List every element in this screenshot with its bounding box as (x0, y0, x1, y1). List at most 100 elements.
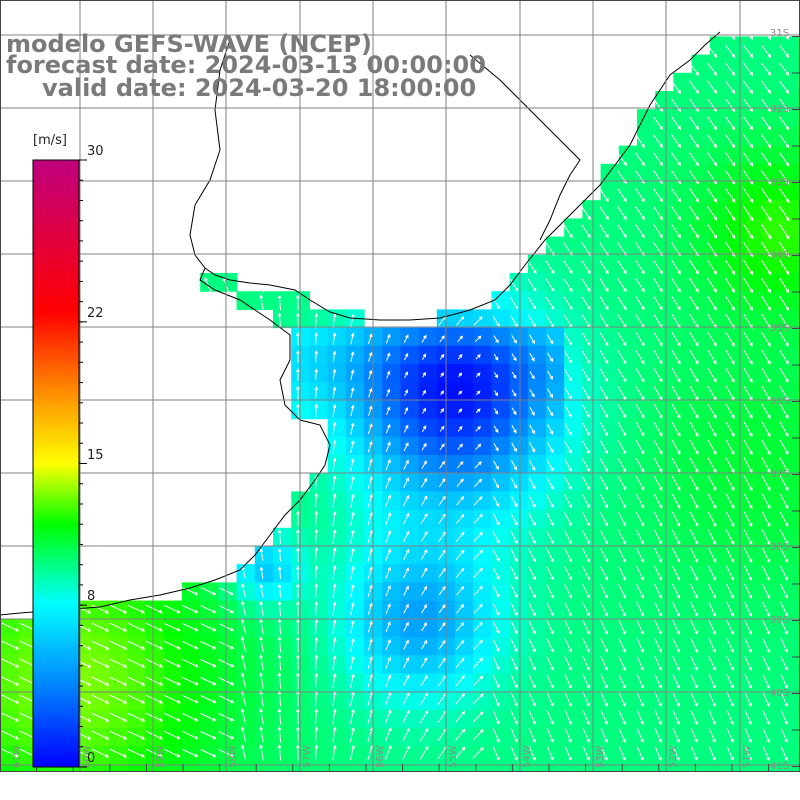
colorbar-tick-label: 30 (87, 144, 104, 159)
wind-cell (691, 236, 711, 256)
wind-arrow (385, 566, 391, 579)
wind-cell (455, 400, 474, 420)
wind-arrow (780, 583, 789, 599)
wind-arrow (458, 390, 463, 396)
wind-cell (291, 546, 310, 565)
wind-arrow (636, 529, 645, 545)
wind-arrow (277, 654, 282, 671)
wind-cell (746, 291, 765, 310)
wind-cell (418, 382, 438, 401)
wind-cell (309, 473, 329, 492)
wind-arrow (780, 673, 788, 689)
wind-arrow (744, 619, 752, 635)
wind-cell (400, 673, 420, 693)
wind-cell (509, 273, 529, 292)
wind-cell (582, 582, 602, 602)
wind-cell (655, 109, 674, 128)
wind-arrow (635, 278, 645, 293)
wind-cell (127, 691, 147, 711)
wind-arrow (277, 312, 282, 329)
longitude-label: 55W (448, 745, 459, 768)
wind-arrow (707, 80, 718, 94)
wind-arrow (528, 656, 536, 671)
wind-arrow (743, 98, 754, 113)
wind-cell (546, 236, 565, 256)
wind-arrow (402, 494, 410, 507)
wind-cell (546, 600, 565, 620)
wind-arrow (690, 745, 698, 761)
wind-arrow (492, 745, 500, 761)
wind-arrow (725, 529, 735, 546)
wind-arrow (368, 369, 373, 380)
wind-cell (527, 509, 547, 529)
wind-arrow (743, 331, 753, 347)
wind-arrow (707, 62, 718, 76)
wind-arrow (635, 206, 645, 221)
wind-cell (273, 309, 292, 329)
wind-arrow (350, 529, 355, 544)
wind-cell (254, 564, 274, 583)
wind-cell (600, 418, 620, 438)
wind-cell (527, 418, 547, 438)
wind-arrow (563, 296, 573, 311)
wind-cell (582, 709, 602, 729)
wind-cell (473, 709, 492, 729)
wind-arrow (761, 80, 772, 94)
wind-arrow (350, 440, 355, 454)
wind-arrow (332, 404, 337, 417)
wind-cell (637, 200, 656, 219)
wind-arrow (421, 621, 427, 632)
wind-arrow (438, 531, 447, 543)
wind-cell (309, 746, 329, 765)
wind-arrow (475, 443, 482, 451)
wind-cell (309, 364, 329, 383)
wind-cell (655, 127, 674, 147)
wind-arrow (438, 549, 446, 560)
wind-cell (709, 436, 729, 456)
wind-cell (673, 400, 693, 420)
wind-arrow (367, 529, 373, 544)
wind-cell (291, 491, 310, 511)
wind-arrow (314, 528, 319, 545)
wind-arrow (654, 619, 662, 635)
wind-arrow (654, 745, 662, 761)
wind-arrow (636, 673, 644, 689)
wind-cell (709, 254, 729, 274)
wind-arrow (420, 674, 428, 687)
wind-arrow (457, 443, 463, 451)
wind-arrow (743, 116, 754, 131)
wind-arrow (472, 729, 484, 741)
wind-cell (564, 564, 583, 583)
wind-cell (455, 418, 474, 438)
wind-cell (145, 655, 165, 674)
wind-cell (254, 582, 274, 602)
wind-arrow (707, 44, 718, 58)
wind-cell (655, 364, 674, 383)
wind-arrow (653, 152, 663, 167)
wind-arrow (725, 421, 735, 437)
wind-arrow (744, 655, 752, 671)
river-uruguay (189, 39, 231, 269)
wind-arrow (689, 116, 699, 131)
wind-cell (491, 746, 511, 765)
wind-arrow (510, 692, 518, 707)
wind-cell (582, 436, 602, 456)
wind-arrow (385, 423, 391, 434)
wind-arrow (564, 709, 572, 725)
wind-cell (782, 345, 800, 365)
wind-arrow (241, 583, 247, 598)
wind-arrow (419, 710, 429, 724)
wind-cell (637, 309, 656, 329)
wind-arrow (654, 691, 662, 707)
wind-arrow (618, 709, 626, 725)
wind-cell (291, 364, 310, 383)
wind-cell (473, 618, 492, 638)
longitude-label: 56W (375, 745, 386, 768)
wind-cell (291, 637, 310, 656)
wind-cell (546, 655, 565, 674)
wind-cell (582, 418, 602, 438)
wind-cell (564, 673, 583, 693)
wind-arrow (439, 460, 446, 469)
wind-cell (327, 400, 347, 420)
wind-arrow (332, 421, 337, 436)
